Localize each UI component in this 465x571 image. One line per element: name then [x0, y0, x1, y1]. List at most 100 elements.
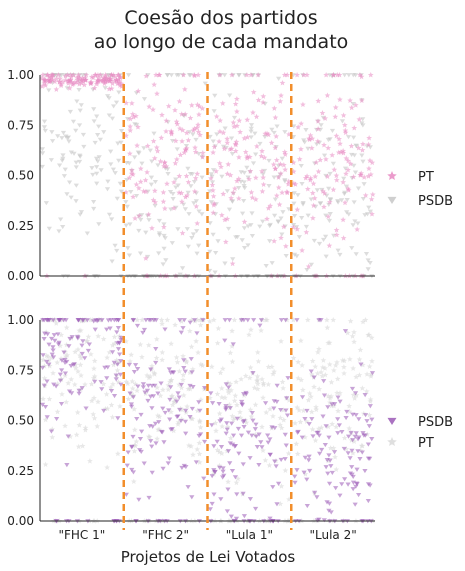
point-psdb: [208, 391, 214, 396]
point-pt: [219, 100, 226, 106]
point-psdb: [62, 167, 68, 172]
point-psdb: [123, 223, 129, 228]
point-psdb: [248, 126, 254, 131]
point-pt: [131, 448, 138, 454]
x-axis-label: Projetos de Lei Votados: [121, 548, 296, 566]
point-psdb: [300, 201, 306, 206]
point-psdb: [183, 431, 189, 436]
point-pt: [279, 379, 286, 385]
point-psdb: [270, 485, 276, 490]
point-psdb: [107, 326, 113, 331]
point-psdb: [333, 486, 339, 491]
point-pt: [159, 356, 166, 363]
point-pt: [62, 372, 68, 379]
y-tick-label: 0.75: [7, 363, 34, 377]
point-psdb: [342, 477, 348, 482]
x-tick-label: "FHC 1": [58, 528, 105, 542]
point-pt: [316, 386, 323, 392]
point-psdb: [83, 406, 89, 411]
point-pt: [104, 354, 110, 361]
point-psdb: [199, 212, 205, 217]
point-psdb: [116, 90, 122, 95]
point-psdb: [365, 258, 371, 263]
point-psdb: [109, 116, 116, 121]
point-psdb: [280, 210, 286, 215]
point-pt: [247, 406, 254, 413]
point-psdb: [331, 450, 338, 455]
point-pt: [91, 415, 98, 421]
point-psdb: [236, 186, 242, 191]
point-psdb: [173, 185, 179, 190]
point-psdb: [145, 189, 151, 194]
point-psdb: [363, 413, 369, 418]
point-psdb: [299, 435, 305, 440]
point-psdb: [327, 171, 333, 177]
point-psdb: [135, 384, 141, 389]
point-pt: [85, 333, 92, 340]
point-pt: [55, 72, 62, 78]
point-pt: [68, 376, 75, 382]
point-psdb: [211, 109, 217, 114]
point-pt: [174, 156, 180, 162]
point-psdb: [321, 393, 328, 398]
point-pt: [152, 199, 159, 205]
point-psdb: [207, 189, 213, 194]
point-pt: [94, 423, 101, 429]
point-psdb: [166, 456, 172, 461]
point-pt: [194, 220, 201, 226]
point-pt: [222, 216, 228, 223]
point-psdb: [352, 391, 359, 396]
point-pt: [153, 336, 160, 342]
point-psdb: [197, 408, 203, 413]
point-psdb: [160, 262, 166, 267]
point-pt: [342, 199, 348, 206]
x-tick-label: "Lula 2": [309, 528, 356, 542]
point-pt: [295, 124, 302, 130]
point-pt: [294, 206, 301, 213]
point-psdb: [111, 393, 118, 399]
point-psdb: [304, 267, 310, 273]
point-pt: [230, 189, 237, 196]
point-psdb: [115, 141, 121, 146]
point-psdb: [40, 365, 46, 371]
point-pt: [39, 83, 46, 89]
point-pt: [280, 223, 287, 230]
point-psdb: [143, 230, 149, 235]
point-psdb: [342, 329, 349, 334]
point-psdb: [166, 408, 172, 413]
y-tick: 1.00: [7, 68, 34, 82]
point-psdb: [335, 417, 341, 422]
point-pt: [72, 365, 79, 371]
point-pt: [133, 181, 140, 187]
point-psdb: [136, 228, 142, 234]
point-pt: [232, 415, 238, 421]
point-psdb: [321, 518, 327, 523]
point-pt: [337, 390, 343, 396]
point-pt: [366, 331, 372, 338]
data-points: [39, 317, 376, 524]
point-pt: [329, 152, 336, 158]
point-psdb: [104, 187, 111, 192]
point-psdb: [245, 224, 251, 229]
point-psdb: [163, 258, 169, 263]
point-pt: [215, 325, 222, 331]
point-pt: [110, 361, 117, 368]
point-pt: [70, 72, 77, 78]
point-pt: [134, 142, 140, 149]
legend-label: PSDB: [418, 415, 453, 430]
point-pt: [192, 144, 198, 151]
point-psdb: [367, 456, 373, 461]
point-pt: [273, 192, 280, 199]
point-psdb: [283, 318, 289, 323]
point-psdb: [76, 388, 82, 393]
point-pt: [65, 380, 72, 386]
point-pt: [156, 413, 163, 420]
point-psdb: [148, 182, 154, 187]
point-pt: [193, 203, 200, 209]
point-psdb: [351, 135, 357, 140]
point-psdb: [91, 107, 97, 112]
point-pt: [324, 317, 330, 323]
point-psdb: [161, 246, 167, 251]
point-psdb: [360, 197, 366, 202]
point-psdb: [230, 442, 236, 447]
